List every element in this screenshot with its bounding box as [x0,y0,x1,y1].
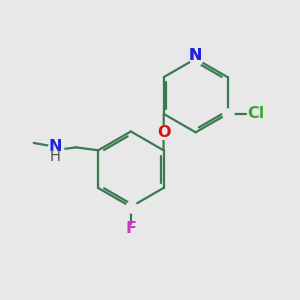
Text: F: F [125,221,136,236]
Text: H: H [50,149,60,164]
Text: N: N [48,139,62,154]
Text: N: N [189,48,202,63]
Text: O: O [157,124,170,140]
Text: Cl: Cl [247,106,265,122]
Text: N: N [189,48,202,63]
